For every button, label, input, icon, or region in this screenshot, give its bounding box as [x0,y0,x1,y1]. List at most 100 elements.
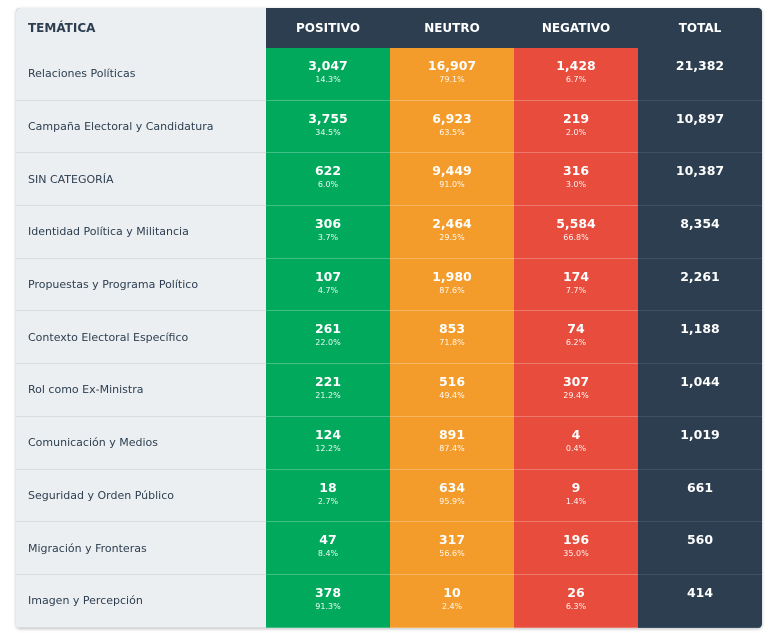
total-value: 1,044 [680,374,720,390]
positivo-cell: 261 22.0% [266,311,390,365]
header-total: TOTAL [678,21,722,35]
neutro-value: 634 [438,479,466,495]
negativo-cell: 26 6.3% [514,574,638,628]
positivo-value: 3,755 [308,110,348,126]
neutro-value: 317 [438,532,466,548]
total-value: 10,897 [675,110,725,126]
neutro-percent: 87.4% [439,443,465,453]
neutro-value: 853 [438,321,466,337]
neutro-value: 1,980 [432,268,472,284]
positivo-percent: 6.0% [317,180,339,190]
table-row: Contexto Electoral Específico 261 22.0% … [16,311,762,365]
total-cell: 10,897 [638,100,762,154]
total-cell: 2,261 [638,258,762,312]
total-cell: 8,354 [638,206,762,259]
neutro-value: 6,923 [432,110,472,126]
negativo-cell: 5,584 66.8% [514,206,638,259]
negativo-value: 1,428 [556,58,596,73]
table-row: Campaña Electoral y Candidatura 3,755 34… [16,100,762,154]
positivo-cell: 221 21.2% [266,364,390,417]
neutro-value: 16,907 [427,58,477,73]
total-cell: 10,387 [638,153,762,207]
neutro-cell: 1,980 87.6% [390,258,514,312]
neutro-cell: 9,449 91.0% [390,153,514,207]
table-header: TEMÁTICA POSITIVO NEUTRO NEGATIVO TOTAL [16,8,762,48]
tema-label: Seguridad y Orden Público [16,469,266,523]
tema-label: Contexto Electoral Específico [16,311,266,365]
positivo-percent: 8.4% [317,549,339,559]
total-value: 661 [686,479,714,495]
negativo-value: 316 [562,163,590,179]
negativo-value: 4 [571,426,581,442]
positivo-percent: 22.0% [315,338,341,348]
table-row: Migración y Fronteras 47 8.4% 317 56.6% … [16,522,762,575]
positivo-cell: 124 12.2% [266,416,390,470]
positivo-percent: 34.5% [315,127,341,137]
total-value: 10,387 [675,163,725,179]
neutro-percent: 29.5% [439,233,465,243]
neutro-cell: 891 87.4% [390,416,514,470]
neutro-value: 10 [443,584,461,600]
positivo-value: 622 [314,163,342,179]
negativo-cell: 174 7.7% [514,258,638,312]
positivo-value: 124 [314,426,342,442]
negativo-cell: 4 0.4% [514,416,638,470]
tema-label: Comunicación y Medios [16,416,266,470]
neutro-cell: 516 49.4% [390,364,514,417]
positivo-percent: 3.7% [317,233,339,243]
total-cell: 560 [638,522,762,575]
total-value: 414 [686,584,714,600]
negativo-value: 219 [562,110,590,126]
negativo-cell: 1,428 6.7% [514,48,638,101]
positivo-percent: 12.2% [315,443,341,453]
table-row: Relaciones Políticas 3,047 14.3% 16,907 … [16,48,762,101]
negativo-cell: 74 6.2% [514,311,638,365]
negativo-cell: 307 29.4% [514,364,638,417]
positivo-percent: 21.2% [315,391,341,401]
neutro-percent: 56.6% [439,549,465,559]
tema-label: Migración y Fronteras [16,522,266,575]
total-value: 21,382 [675,58,725,73]
positivo-percent: 91.3% [315,601,341,611]
negativo-percent: 6.2% [565,338,587,348]
total-value: 2,261 [680,268,720,284]
table-row: Propuestas y Programa Político 107 4.7% … [16,258,762,312]
positivo-percent: 2.7% [317,496,339,506]
negativo-percent: 0.4% [565,443,587,453]
positivo-value: 378 [314,584,342,600]
sentiment-table: TEMÁTICA POSITIVO NEUTRO NEGATIVO TOTAL … [16,8,762,628]
table-row: Imagen y Percepción 378 91.3% 10 2.4% 26… [16,574,762,628]
negativo-value: 9 [571,479,581,495]
tema-label: Identidad Política y Militancia [16,206,266,259]
total-cell: 414 [638,574,762,628]
positivo-cell: 3,755 34.5% [266,100,390,154]
total-value: 1,019 [680,426,720,442]
total-cell: 1,019 [638,416,762,470]
tema-label: Rol como Ex-Ministra [16,364,266,417]
positivo-percent: 4.7% [317,285,339,295]
negativo-percent: 66.8% [563,233,589,243]
neutro-cell: 853 71.8% [390,311,514,365]
positivo-cell: 3,047 14.3% [266,48,390,101]
total-value: 1,188 [680,321,720,337]
positivo-cell: 378 91.3% [266,574,390,628]
positivo-value: 221 [314,374,342,390]
neutro-percent: 49.4% [439,391,465,401]
negativo-percent: 7.7% [565,285,587,295]
positivo-value: 3,047 [308,58,348,73]
tema-label: SIN CATEGORÍA [16,153,266,207]
neutro-value: 891 [438,426,466,442]
negativo-percent: 35.0% [563,549,589,559]
total-value: 560 [686,532,714,548]
total-cell: 661 [638,469,762,523]
positivo-value: 261 [314,321,342,337]
neutro-value: 2,464 [432,216,472,232]
positivo-percent: 14.3% [315,75,341,84]
neutro-cell: 634 95.9% [390,469,514,523]
negativo-cell: 9 1.4% [514,469,638,523]
negativo-value: 174 [562,268,590,284]
negativo-percent: 2.0% [565,127,587,137]
positivo-value: 107 [314,268,342,284]
positivo-cell: 107 4.7% [266,258,390,312]
neutro-percent: 79.1% [439,75,465,84]
